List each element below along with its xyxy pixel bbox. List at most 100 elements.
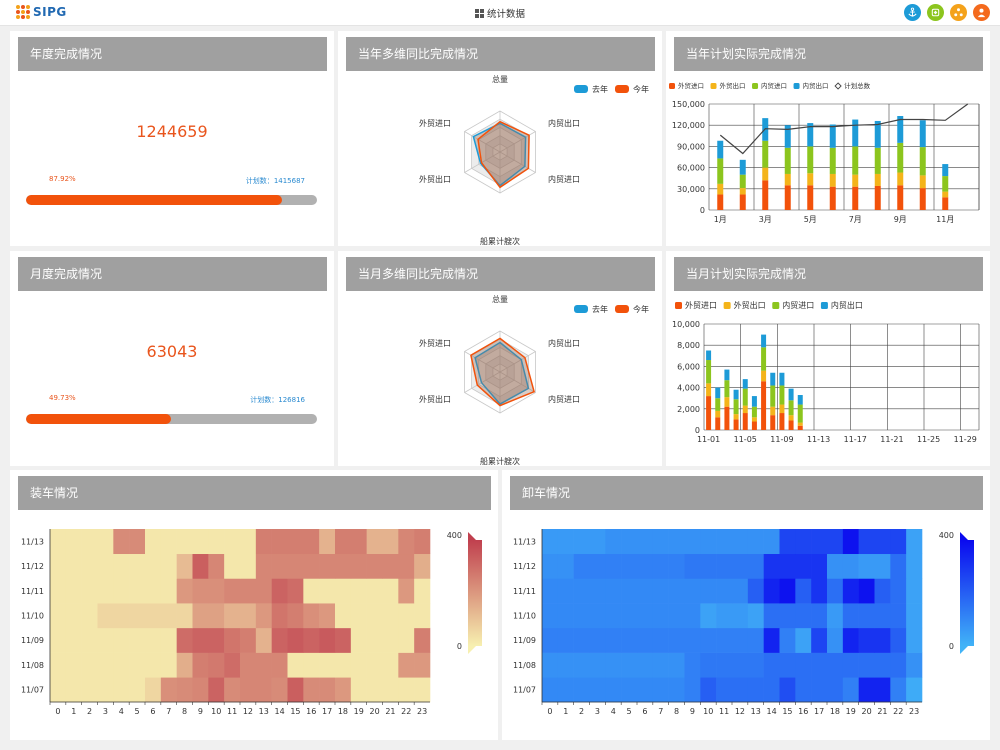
heatmap-cell (224, 578, 241, 604)
annual-percent-label: 87.92% (49, 175, 76, 183)
anchor-icon[interactable] (904, 4, 921, 21)
heatmap-cell (160, 677, 177, 703)
heatmap-cell (732, 529, 749, 555)
bar-segment (724, 380, 730, 398)
network-icon[interactable] (950, 4, 967, 21)
x-tick-label: 7 (166, 707, 171, 716)
x-tick-label: 11-25 (917, 435, 940, 444)
heatmap-cell (382, 603, 399, 629)
bar-segment (897, 116, 904, 143)
bar-segment (779, 413, 785, 430)
loading-title: 装车情况 (18, 476, 491, 510)
heatmap-cell (700, 603, 717, 629)
heatmap-cell (255, 529, 272, 555)
x-tick-label: 15 (290, 707, 300, 716)
heatmap-cell (145, 529, 162, 555)
heatmap-cell (176, 529, 193, 555)
heatmap-cell (795, 603, 812, 629)
x-tick-label: 21 (877, 707, 887, 716)
ship-icon[interactable] (927, 4, 944, 21)
heatmap-cell (858, 627, 875, 653)
heatmap-cell (542, 529, 559, 555)
legend-swatch (669, 83, 675, 89)
annual-plan-chart: 外贸进口 外贸出口 内贸进口 内贸出口 计划总数 0 30,000 60,000 90,000 1… (669, 81, 980, 224)
heatmap-cell (763, 652, 780, 678)
bar-segment (761, 370, 767, 382)
heatmap-cell (81, 677, 98, 703)
heatmap-cell (350, 677, 367, 703)
y-tick-label: 60,000 (677, 164, 705, 173)
heatmap-cell (890, 529, 907, 555)
legend-label: 内贸出口 (831, 300, 863, 310)
radar-month-panel: 当月多维同比完成情况 去年 今年 总量 内贸出口 内贸进口 船累计艘次 外贸出口 外贸进口 (338, 251, 662, 466)
heatmap-cell (255, 652, 272, 678)
heatmap-cell (557, 677, 574, 703)
user-icon[interactable] (973, 4, 990, 21)
y-tick-label: 11/10 (513, 612, 536, 621)
y-tick-label: 4,000 (677, 384, 700, 393)
heatmap-cell (811, 578, 828, 604)
y-tick-label: 10,000 (672, 320, 700, 329)
bar-segment (874, 185, 881, 210)
heatmap-cell (874, 529, 891, 555)
heatmap-cell (763, 677, 780, 703)
visual-map-handle-bottom (468, 646, 476, 654)
unloading-title: 卸车情况 (510, 476, 983, 510)
bar-segment (742, 405, 748, 414)
bar-segment (715, 398, 721, 411)
x-tick-label: 11 (227, 707, 237, 716)
heatmap-cell (890, 677, 907, 703)
monthly-completed-value: 63043 (146, 342, 198, 361)
x-tick-label: 1月 (714, 215, 727, 224)
heatmap-cell (652, 578, 669, 604)
heatmap-cell (50, 553, 67, 579)
heatmap-cell (732, 627, 749, 653)
bar-segment (733, 419, 739, 430)
heatmap-cell (811, 677, 828, 703)
heatmap-cell (652, 652, 669, 678)
y-tick-label: 11/12 (21, 562, 44, 571)
heatmap-cell (732, 553, 749, 579)
heatmap-cell (176, 677, 193, 703)
bar-segment (717, 140, 724, 159)
monthly-progress-fill (26, 414, 171, 424)
legend-swatch-last-year (574, 305, 588, 313)
heatmap-cell (763, 578, 780, 604)
x-tick-label: 23 (909, 707, 919, 716)
legend-swatch-last-year (574, 85, 588, 93)
heatmap-cell (779, 529, 796, 555)
y-tick-label: 11/12 (513, 562, 536, 571)
heatmap-cell (621, 677, 638, 703)
x-tick-label: 17 (322, 707, 332, 716)
legend-label-last-year: 去年 (592, 304, 608, 314)
x-tick-label: 16 (306, 707, 316, 716)
monthly-progress-bar (26, 414, 317, 424)
heatmap-cell (890, 603, 907, 629)
heatmap-cell (763, 627, 780, 653)
heatmap-cell (176, 603, 193, 629)
x-tick-label: 3 (595, 707, 600, 716)
sipg-logo[interactable]: SIPG (16, 5, 67, 19)
visual-map-bar (468, 540, 482, 646)
heatmap-cell (208, 578, 225, 604)
heatmap-cell (589, 529, 606, 555)
heatmap-cell (160, 652, 177, 678)
heatmap-cell (303, 553, 320, 579)
heatmap-cell (589, 677, 606, 703)
heatmap-cell (684, 578, 701, 604)
bar-segment (706, 360, 712, 384)
heatmap-cell (176, 553, 193, 579)
heatmap-cell (573, 603, 590, 629)
heatmap-cell (176, 578, 193, 604)
x-tick-label: 8 (674, 707, 679, 716)
x-tick-label: 5 (135, 707, 140, 716)
heatmap-cell (145, 652, 162, 678)
bar-segment (942, 197, 949, 210)
x-tick-label: 22 (401, 707, 411, 716)
bar-segment (742, 379, 748, 389)
heatmap-cell (842, 652, 859, 678)
visual-map-min-label: 0 (457, 642, 462, 651)
bar-segment (742, 413, 748, 430)
x-tick-label: 1 (71, 707, 76, 716)
heatmap-cell (811, 603, 828, 629)
